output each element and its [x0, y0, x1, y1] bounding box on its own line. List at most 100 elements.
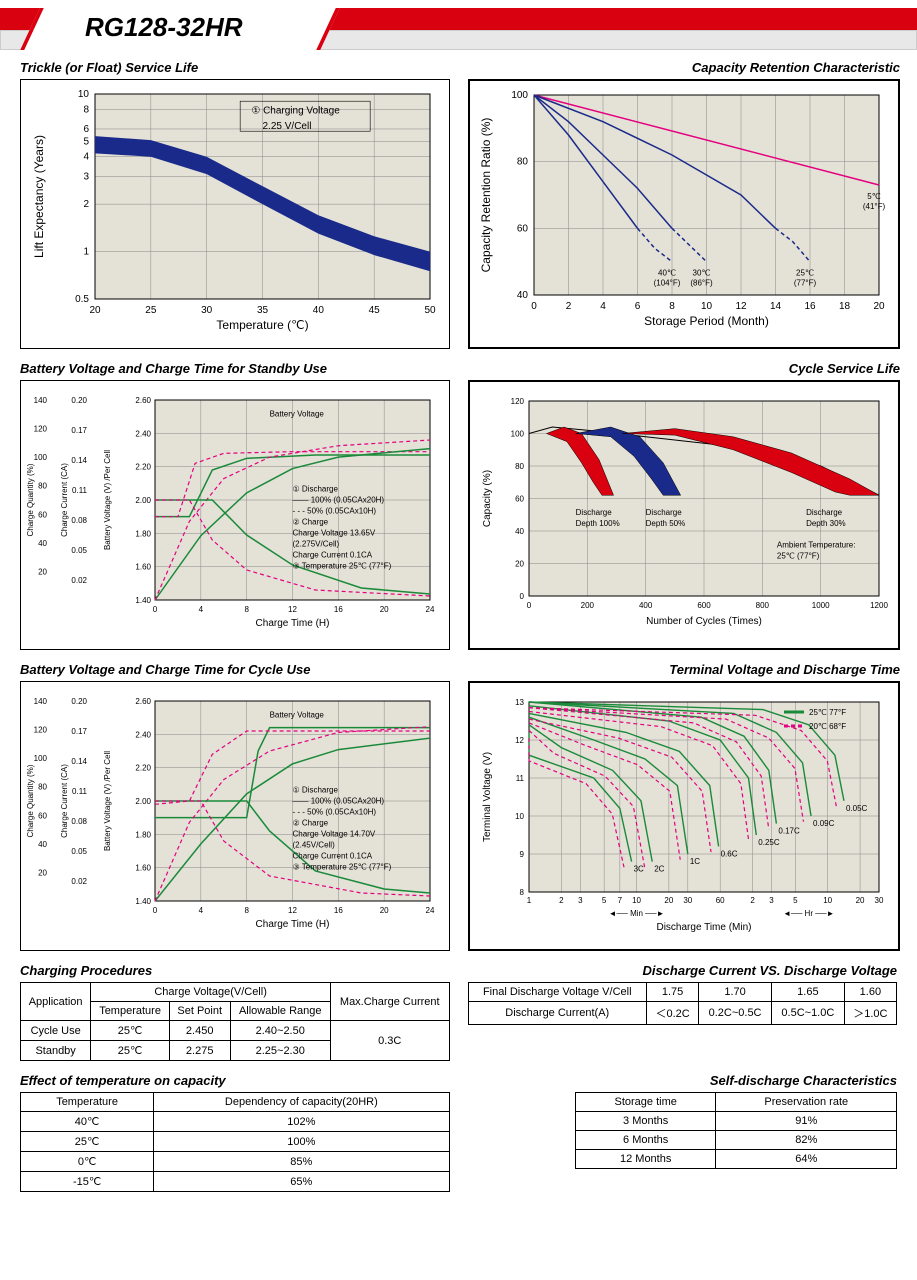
svg-text:1.60: 1.60: [135, 864, 151, 873]
svg-text:100: 100: [34, 754, 48, 763]
svg-text:5℃: 5℃: [867, 192, 880, 201]
svg-text:12: 12: [515, 736, 524, 745]
svg-text:4: 4: [83, 152, 89, 163]
svg-text:Lift Expectancy (Years): Lift Expectancy (Years): [32, 135, 46, 258]
svg-text:20: 20: [873, 301, 885, 312]
svg-text:30℃: 30℃: [693, 269, 711, 278]
svg-text:20℃ 68°F: 20℃ 68°F: [809, 722, 846, 731]
svg-text:18: 18: [839, 301, 851, 312]
svg-text:140: 140: [34, 396, 48, 405]
svg-text:20: 20: [380, 605, 389, 614]
svg-text:40℃: 40℃: [658, 269, 676, 278]
svg-text:(41°F): (41°F): [863, 202, 886, 211]
svg-text:1.80: 1.80: [135, 529, 151, 538]
svg-text:① Discharge: ① Discharge: [293, 485, 339, 494]
standby-title: Battery Voltage and Charge Time for Stan…: [20, 361, 450, 376]
svg-text:1200: 1200: [870, 601, 888, 610]
svg-text:12: 12: [735, 301, 747, 312]
cell: 0.3C: [330, 1021, 449, 1061]
selfdis-table: Storage timePreservation rate 3 Months91…: [575, 1092, 897, 1169]
svg-text:2.20: 2.20: [135, 764, 151, 773]
tempeffect-title: Effect of temperature on capacity: [20, 1073, 450, 1088]
cell: 2.25~2.30: [230, 1041, 330, 1061]
svg-text:20: 20: [380, 906, 389, 915]
svg-text:2.00: 2.00: [135, 496, 151, 505]
cell: 40℃: [21, 1112, 154, 1132]
svg-text:3: 3: [578, 896, 583, 905]
svg-text:25℃ 77°F: 25℃ 77°F: [809, 708, 846, 717]
cell: 6 Months: [575, 1131, 716, 1150]
svg-text:16: 16: [334, 906, 343, 915]
svg-text:20: 20: [515, 560, 524, 569]
cell: 2.40~2.50: [230, 1021, 330, 1041]
cell: ＜0.2C: [646, 1002, 698, 1025]
svg-text:120: 120: [34, 726, 48, 735]
svg-text:140: 140: [34, 697, 48, 706]
svg-text:0.17C: 0.17C: [778, 827, 800, 836]
th-max: Max.Charge Current: [330, 983, 449, 1021]
th: Temperature: [21, 1093, 154, 1112]
svg-text:24: 24: [426, 906, 435, 915]
svg-text:20: 20: [664, 896, 673, 905]
svg-text:Charge Quantity (%): Charge Quantity (%): [26, 463, 35, 536]
cell: 2.275: [169, 1041, 230, 1061]
svg-text:0: 0: [531, 301, 537, 312]
cell: Standby: [21, 1041, 91, 1061]
svg-text:10: 10: [78, 89, 90, 100]
svg-text:3C: 3C: [634, 865, 644, 874]
svg-text:1C: 1C: [690, 857, 700, 866]
svg-text:20: 20: [38, 567, 47, 576]
svg-text:80: 80: [517, 157, 529, 168]
svg-text:- - - 50% (0.05CAx10H): - - - 50% (0.05CAx10H): [293, 507, 377, 516]
svg-text:2.00: 2.00: [135, 797, 151, 806]
svg-text:(77°F): (77°F): [794, 279, 817, 288]
svg-text:2C: 2C: [654, 865, 664, 874]
svg-text:12: 12: [288, 605, 297, 614]
svg-text:10: 10: [823, 896, 832, 905]
svg-text:Charge Voltage 13.65V: Charge Voltage 13.65V: [293, 529, 376, 538]
svg-text:1000: 1000: [812, 601, 830, 610]
svg-text:② Charge: ② Charge: [293, 518, 329, 527]
svg-text:Terminal Voltage (V): Terminal Voltage (V): [482, 752, 493, 842]
th: Preservation rate: [716, 1093, 897, 1112]
svg-text:1.40: 1.40: [135, 596, 151, 605]
cell: 1.75: [646, 983, 698, 1002]
svg-text:Number of Cycles (Times): Number of Cycles (Times): [646, 616, 762, 627]
svg-text:120: 120: [34, 425, 48, 434]
svg-text:Depth 30%: Depth 30%: [806, 519, 846, 528]
cell: 64%: [716, 1150, 897, 1169]
cell: 1.65: [771, 983, 844, 1002]
svg-text:30: 30: [201, 305, 213, 316]
cell: 25℃: [91, 1041, 170, 1061]
model-number: RG128-32HR: [85, 12, 243, 43]
svg-text:(104°F): (104°F): [654, 279, 681, 288]
svg-text:③ Temperature 25℃ (77°F): ③ Temperature 25℃ (77°F): [293, 863, 392, 872]
svg-text:① Discharge: ① Discharge: [293, 786, 339, 795]
svg-text:Charge Time (H): Charge Time (H): [256, 919, 330, 930]
cell: -15℃: [21, 1172, 154, 1192]
svg-text:2: 2: [566, 301, 572, 312]
cell: 2.450: [169, 1021, 230, 1041]
svg-text:0.02: 0.02: [71, 576, 87, 585]
svg-text:40: 40: [38, 840, 47, 849]
svg-text:Discharge: Discharge: [806, 508, 843, 517]
svg-text:4: 4: [199, 605, 204, 614]
svg-text:3: 3: [769, 896, 774, 905]
svg-text:Charge Current (CA): Charge Current (CA): [60, 463, 69, 537]
th-ar: Allowable Range: [230, 1002, 330, 1021]
svg-text:35: 35: [257, 305, 269, 316]
svg-text:Temperature (℃): Temperature (℃): [216, 318, 308, 332]
svg-text:Charge Time (H): Charge Time (H): [256, 618, 330, 629]
cell: 0℃: [21, 1152, 154, 1172]
svg-text:2: 2: [750, 896, 755, 905]
svg-text:6: 6: [635, 301, 641, 312]
svg-text:16: 16: [804, 301, 816, 312]
svg-text:Battery Voltage (V) /Per Cell: Battery Voltage (V) /Per Cell: [103, 751, 112, 851]
svg-text:② Charge: ② Charge: [293, 819, 329, 828]
svg-text:4: 4: [600, 301, 606, 312]
svg-text:2.20: 2.20: [135, 463, 151, 472]
svg-text:Capacity (%): Capacity (%): [482, 470, 493, 527]
tempeffect-table: TemperatureDependency of capacity(20HR) …: [20, 1092, 450, 1192]
svg-text:8: 8: [244, 906, 249, 915]
svg-text:Storage Period (Month): Storage Period (Month): [644, 314, 769, 328]
